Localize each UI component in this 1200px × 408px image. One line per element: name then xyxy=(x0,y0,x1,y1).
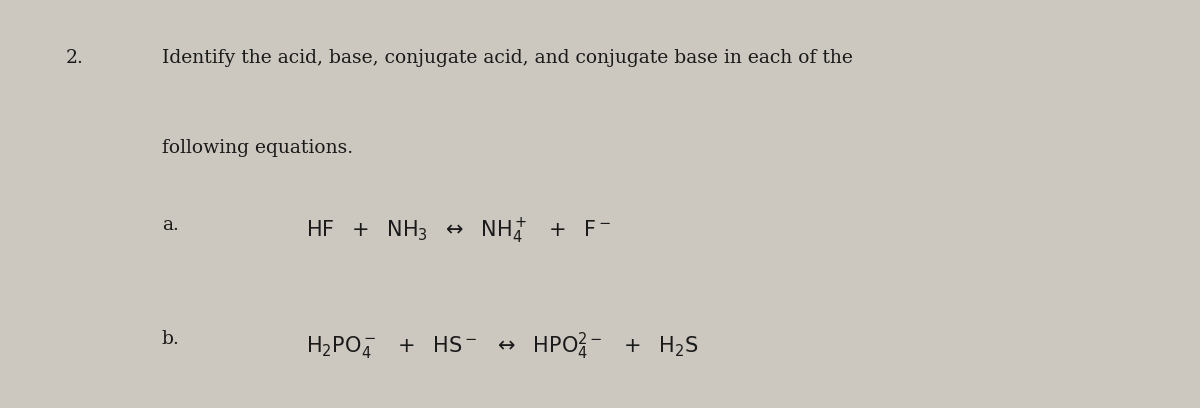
Text: $\mathregular{HF\ \ +\ \ NH_3\ \ \leftrightarrow\ \ NH_4^+\ \ +\ \ F^-}$: $\mathregular{HF\ \ +\ \ NH_3\ \ \leftri… xyxy=(306,216,611,246)
Text: b.: b. xyxy=(162,330,180,348)
Text: $\mathregular{H_2PO_4^-\ \ +\ \ HS^-\ \ \leftrightarrow\ \ HPO_4^{2-}\ \ +\ \ H_: $\mathregular{H_2PO_4^-\ \ +\ \ HS^-\ \ … xyxy=(306,330,698,361)
Text: following equations.: following equations. xyxy=(162,139,353,157)
Text: 2.: 2. xyxy=(66,49,84,67)
Text: a.: a. xyxy=(162,216,179,234)
Text: Identify the acid, base, conjugate acid, and conjugate base in each of the: Identify the acid, base, conjugate acid,… xyxy=(162,49,853,67)
